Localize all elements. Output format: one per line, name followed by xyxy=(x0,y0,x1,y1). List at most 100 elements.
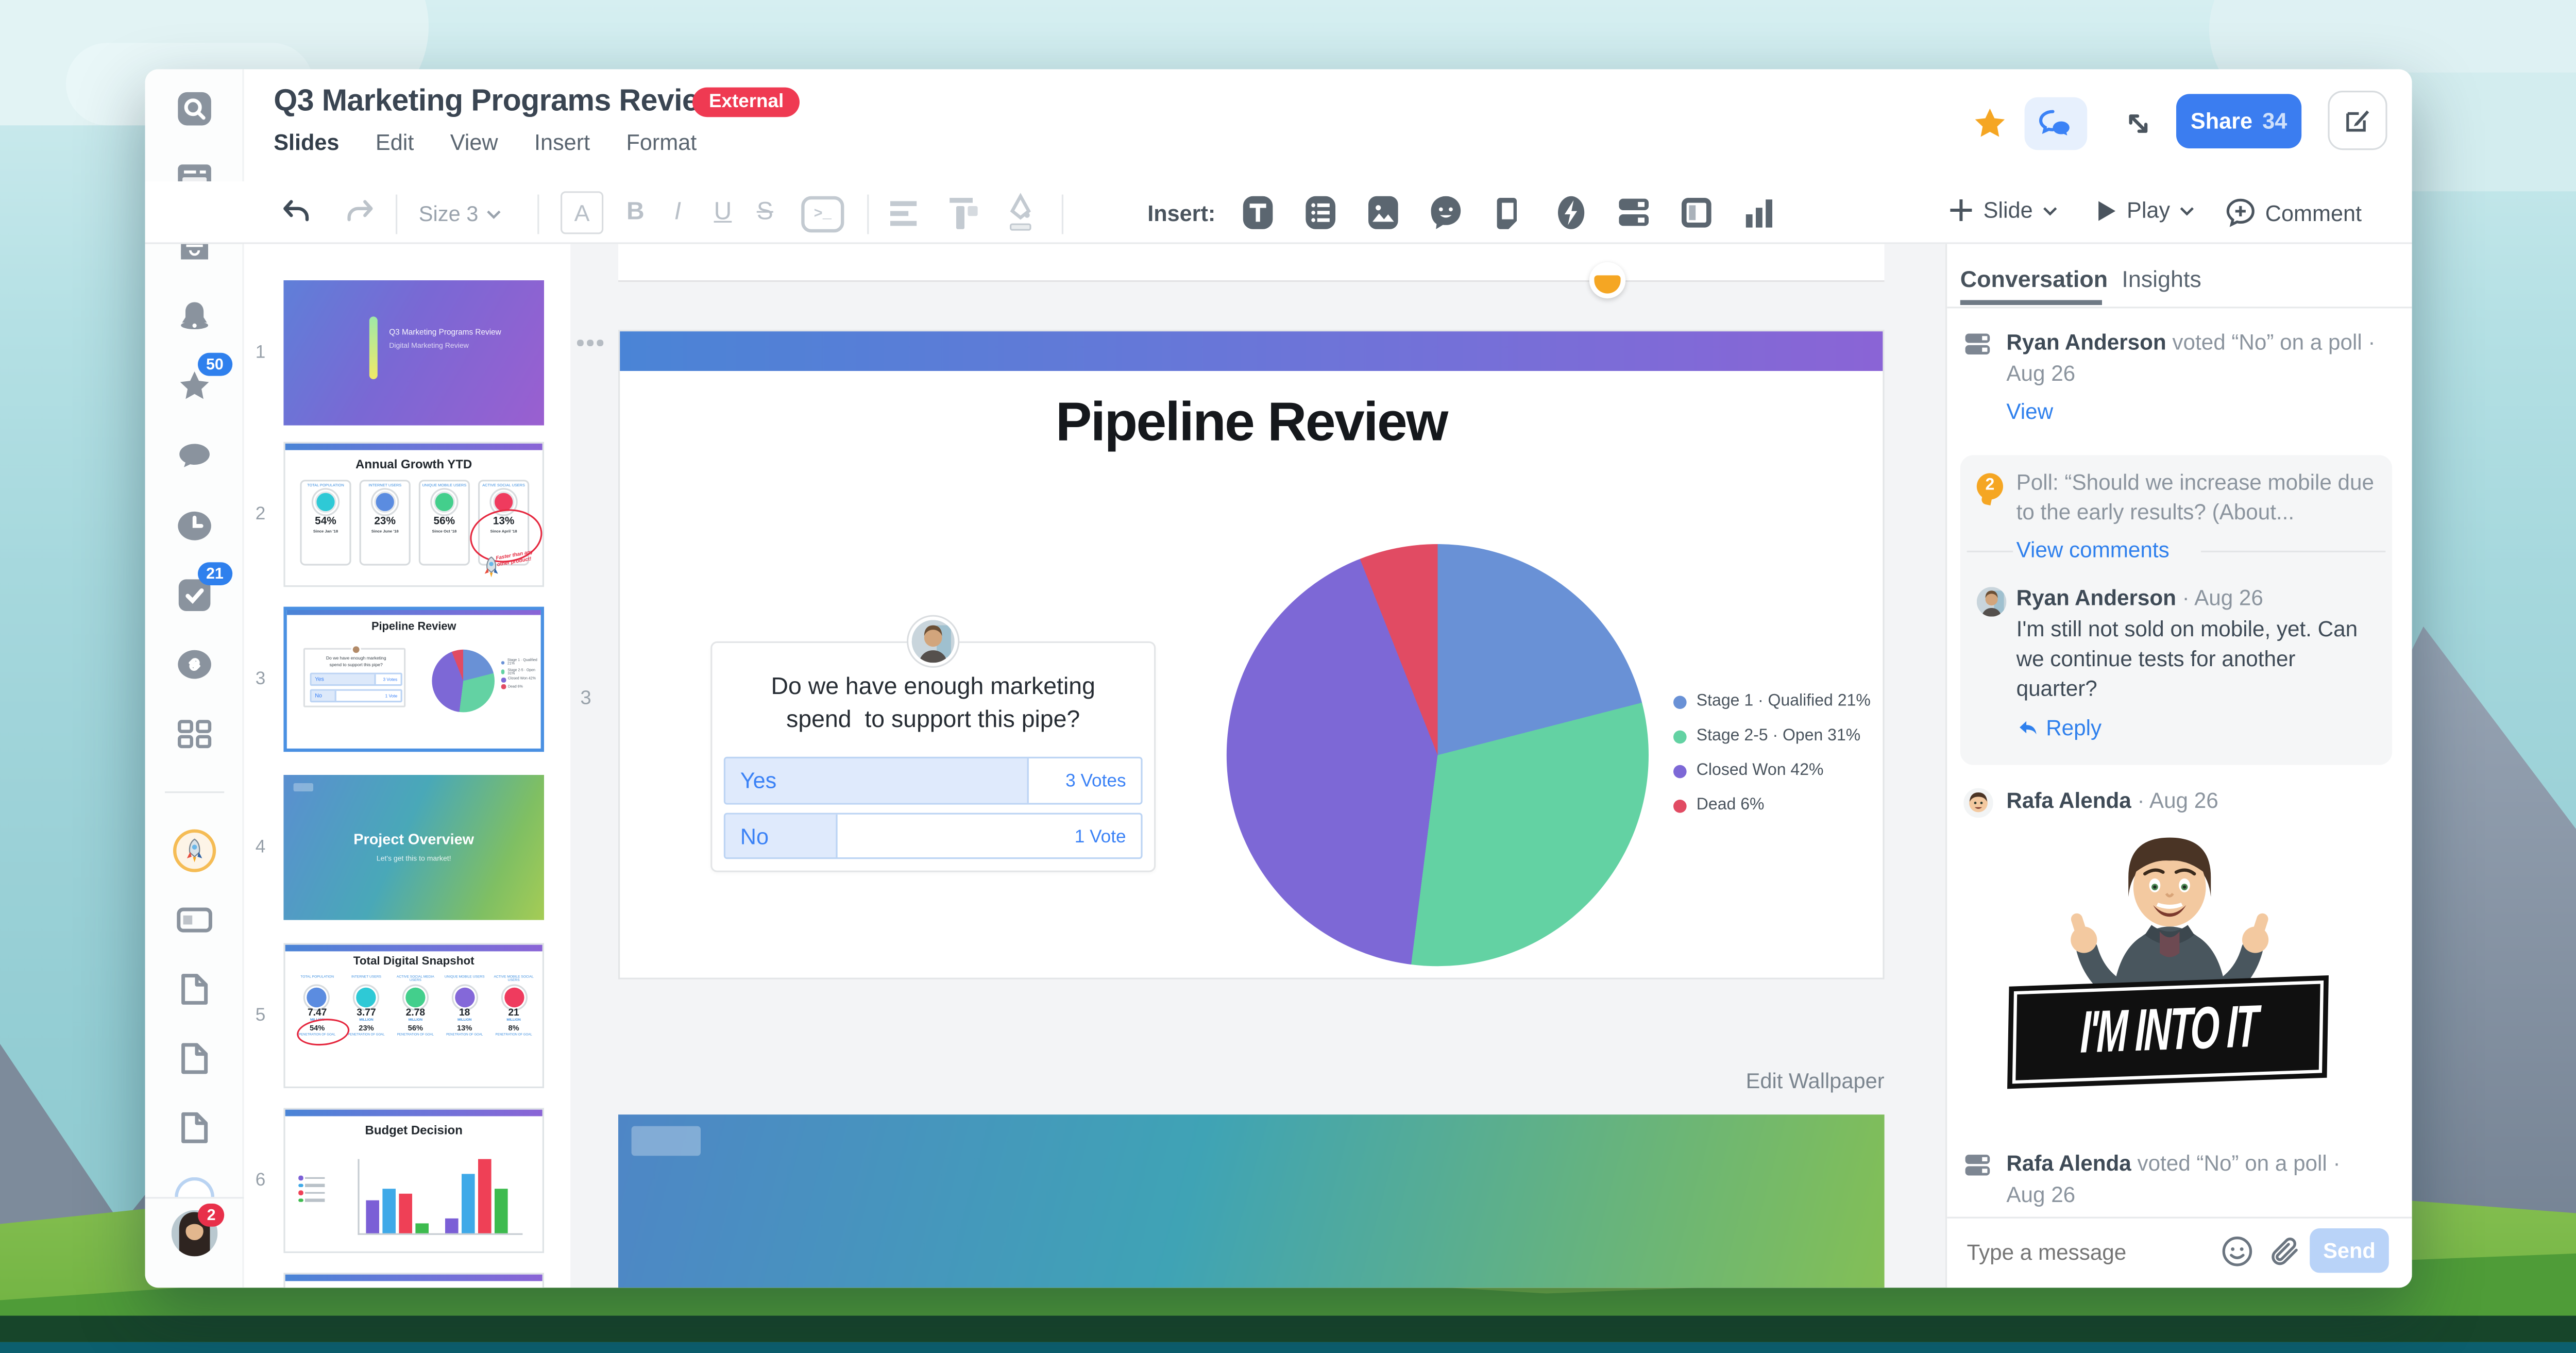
tab-conversation[interactable]: Conversation xyxy=(1960,265,2108,292)
feed-user-name[interactable]: Ryan Anderson xyxy=(2006,330,2166,354)
insert-poll-button[interactable] xyxy=(1616,195,1652,231)
document-icon[interactable] xyxy=(176,1040,212,1076)
links-icon[interactable] xyxy=(176,646,212,682)
mini-bar xyxy=(366,1199,379,1233)
comment-button[interactable]: Comment xyxy=(2226,198,2362,228)
text-size-dropdown[interactable]: Size 3 xyxy=(419,201,501,226)
chevron-down-icon xyxy=(2180,206,2194,215)
highlight-pen-button[interactable] xyxy=(1003,193,1039,232)
code-block-button[interactable]: >_ xyxy=(801,196,844,233)
redo-button[interactable] xyxy=(343,196,376,229)
conversation-toggle-button[interactable] xyxy=(2024,97,2088,150)
slide-thumbnail-3-selected[interactable]: Pipeline Review Do we have enough market… xyxy=(283,606,544,752)
tab-insights[interactable]: Insights xyxy=(2122,265,2201,292)
title-accent-bar xyxy=(369,316,378,379)
next-slide-partial[interactable] xyxy=(618,1114,1885,1288)
comment-header: Ryan Anderson · Aug 26 xyxy=(2016,585,2263,610)
attach-file-button[interactable] xyxy=(2267,1235,2300,1268)
menu-edit[interactable]: Edit xyxy=(375,130,414,155)
digital-col: ACTIVE SOCIAL MEDIA USERS 2.78 MILLION 5… xyxy=(396,976,434,1037)
canvas: 3 Pipeline Review Do we have enough mark… xyxy=(570,244,1945,1288)
undo-button[interactable] xyxy=(280,196,313,229)
insert-chart-button[interactable] xyxy=(1741,195,1777,231)
poll-summary-card: 2 Poll: “Should we increase mobile due t… xyxy=(1960,455,2393,765)
slide-thumbnail-4[interactable]: Project Overview Let's get this to marke… xyxy=(283,775,544,920)
insert-image-button[interactable] xyxy=(1365,195,1401,231)
message-input[interactable] xyxy=(1963,1230,2211,1273)
share-button[interactable]: Share 34 xyxy=(2176,94,2302,148)
chevron-down-icon xyxy=(487,210,501,218)
slide-title[interactable]: Pipeline Review xyxy=(1055,391,1448,452)
slide-options-handle[interactable] xyxy=(577,340,603,346)
user-avatar[interactable]: 2 xyxy=(172,1204,225,1257)
menu-view[interactable]: View xyxy=(450,130,498,155)
tasks-icon[interactable] xyxy=(176,577,212,613)
digital-col: ACTIVE MOBILE SOCIAL USERS 21 MILLION 8%… xyxy=(494,976,534,1037)
feed-user-name[interactable]: Rafa Alenda xyxy=(2006,1151,2131,1176)
toolbar-divider xyxy=(867,194,869,234)
insert-list-button[interactable] xyxy=(1302,195,1338,231)
insert-layout-button[interactable] xyxy=(1679,195,1715,231)
feed-user-name[interactable]: Rafa Alenda xyxy=(2006,788,2131,813)
view-comments-link[interactable]: View comments xyxy=(2016,537,2170,563)
menu-insert[interactable]: Insert xyxy=(534,130,590,155)
apps-grid-icon[interactable] xyxy=(176,716,212,752)
panel-doc-icon[interactable] xyxy=(176,902,212,938)
chat-icon[interactable] xyxy=(176,438,212,475)
poll-event-icon xyxy=(1963,330,1991,358)
mini-bar xyxy=(382,1189,396,1233)
document-icon[interactable] xyxy=(176,971,212,1007)
menu-format[interactable]: Format xyxy=(626,130,697,155)
reply-icon xyxy=(2020,721,2037,735)
slide-thumbnail-6[interactable]: Budget Decision xyxy=(283,1108,544,1253)
mini-poll-row: No 1 Vote xyxy=(310,689,402,703)
insert-label: Insert: xyxy=(1147,201,1216,226)
recents-clock-icon[interactable] xyxy=(176,508,212,544)
pie-chart[interactable] xyxy=(1226,544,1649,967)
compose-button[interactable] xyxy=(2328,91,2387,150)
slide-thumbnail-5[interactable]: Total Digital Snapshot TOTAL POPULATION … xyxy=(283,943,544,1088)
size-label: Size 3 xyxy=(418,201,479,226)
insert-sticker-button[interactable] xyxy=(1428,195,1464,231)
reply-link[interactable]: Reply xyxy=(2016,716,2102,740)
add-slide-button[interactable]: Slide xyxy=(1948,198,2057,223)
insert-image-icon xyxy=(1368,196,1398,229)
starred-icon[interactable] xyxy=(176,368,212,404)
comment-user-name[interactable]: Ryan Anderson xyxy=(2016,585,2176,610)
mini-poll-row: Yes 3 Votes xyxy=(310,672,402,686)
insert-shape-button[interactable] xyxy=(1490,195,1527,231)
insert-action-button[interactable] xyxy=(1553,195,1589,231)
menu-slides[interactable]: Slides xyxy=(274,130,340,155)
comment-avatar xyxy=(1977,587,2007,617)
text-color-button[interactable]: A xyxy=(561,191,604,234)
search-icon[interactable] xyxy=(176,91,212,127)
emoji-reaction[interactable] xyxy=(1589,262,1626,299)
stat-pct: 54% xyxy=(315,516,336,528)
expand-arrow-icon[interactable] xyxy=(2120,106,2156,142)
stat-icon xyxy=(311,488,340,516)
bold-button[interactable]: B xyxy=(626,198,645,226)
underline-button[interactable]: U xyxy=(714,198,732,226)
poll-option-no[interactable]: No 1 Vote xyxy=(723,813,1143,859)
digital-col: UNIQUE MOBILE USERS 18 MILLION 13% PENET… xyxy=(444,976,485,1037)
document-icon[interactable] xyxy=(176,1110,212,1146)
italic-button[interactable]: I xyxy=(674,198,682,226)
view-link[interactable]: View xyxy=(2006,399,2054,424)
play-button[interactable]: Play xyxy=(2097,198,2195,223)
edit-wallpaper-button[interactable]: Edit Wallpaper xyxy=(1745,1068,1885,1093)
emoji-picker-button[interactable] xyxy=(2221,1235,2253,1268)
tab-active-underline xyxy=(1960,300,2102,305)
strikethrough-button[interactable]: S xyxy=(756,198,773,226)
slide-thumbnail-2[interactable]: Annual Growth YTD TOTAL POPULATION 54% S… xyxy=(283,442,544,587)
favorite-star-icon[interactable] xyxy=(1972,106,2008,142)
indent-button[interactable] xyxy=(946,196,982,232)
insert-text-button[interactable] xyxy=(1240,195,1276,231)
poll-option-yes[interactable]: Yes 3 Votes xyxy=(723,756,1143,805)
rocket-doc-icon[interactable] xyxy=(173,829,216,872)
send-button[interactable]: Send xyxy=(2310,1228,2389,1273)
slide-thumbnail-7-partial[interactable] xyxy=(283,1273,544,1288)
slide-thumbnail-1[interactable]: Q3 Marketing Programs Review Digital Mar… xyxy=(283,280,544,426)
align-button[interactable] xyxy=(890,199,926,229)
notifications-bell-icon[interactable] xyxy=(176,298,212,334)
thumb-title: Annual Growth YTD xyxy=(355,456,472,472)
